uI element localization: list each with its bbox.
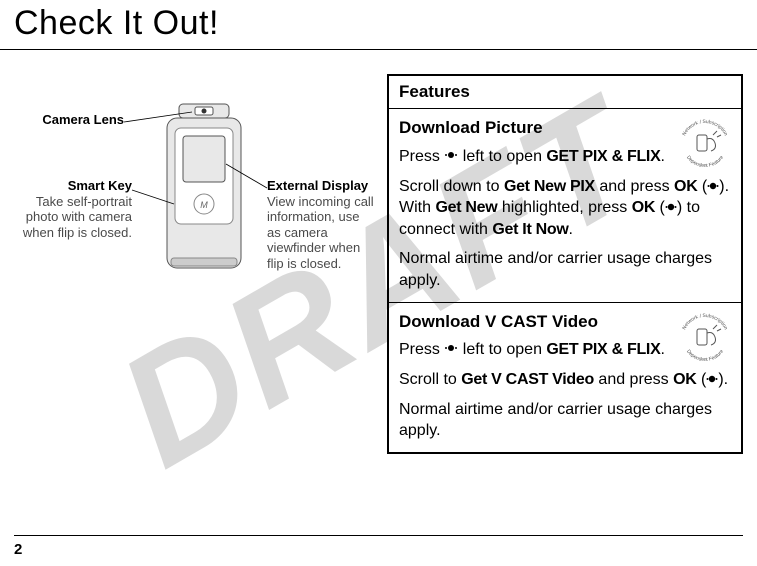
footer-rule [14,535,743,536]
feature-text: Normal airtime and/or carrier usage char… [399,399,731,442]
features-table: Features Network / Subscription Dependen… [387,74,743,454]
callout-desc: View incoming call information, use as c… [267,194,374,271]
center-key-icon [665,201,677,213]
center-key-icon [706,373,718,385]
callout-desc: Take self-portrait photo with camera whe… [23,194,132,240]
network-subscription-badge-icon: Network / Subscription Dependent Feature [677,309,733,365]
feature-text: Normal airtime and/or carrier usage char… [399,248,731,291]
callout-smart-key: Smart Key Take self-portrait photo with … [14,178,132,240]
svg-text:Network / Subscription: Network / Subscription [681,312,728,330]
nav-key-icon [444,341,458,355]
main-layout: M Camera Lens Smart Key Take self-portra… [0,50,757,454]
callout-label: Smart Key [14,178,132,194]
feature-download-vcast: Network / Subscription Dependent Feature… [389,302,741,452]
svg-text:Dependent Feature: Dependent Feature [685,348,725,362]
svg-text:Network / Subscription: Network / Subscription [681,119,728,137]
svg-text:Dependent Feature: Dependent Feature [685,155,725,169]
callout-external-display: External Display View incoming call info… [267,178,375,272]
callout-camera-lens: Camera Lens [28,112,124,128]
nav-key-icon [444,148,458,162]
features-header: Features [389,76,741,109]
callout-label: External Display [267,178,375,194]
center-key-icon [707,180,719,192]
page-number: 2 [14,541,22,558]
svg-text:M: M [200,200,208,210]
phone-illustration: M [149,102,259,282]
diagram-area: M Camera Lens Smart Key Take self-portra… [14,74,369,354]
page-title: Check It Out! [0,0,757,50]
feature-text: Scroll to Get V CAST Video and press OK … [399,369,731,391]
network-subscription-badge-icon: Network / Subscription Dependent Feature [677,115,733,171]
callout-label: Camera Lens [28,112,124,128]
feature-text: Scroll down to Get New PIX and press OK … [399,176,731,241]
feature-download-picture: Network / Subscription Dependent Feature… [389,109,741,302]
